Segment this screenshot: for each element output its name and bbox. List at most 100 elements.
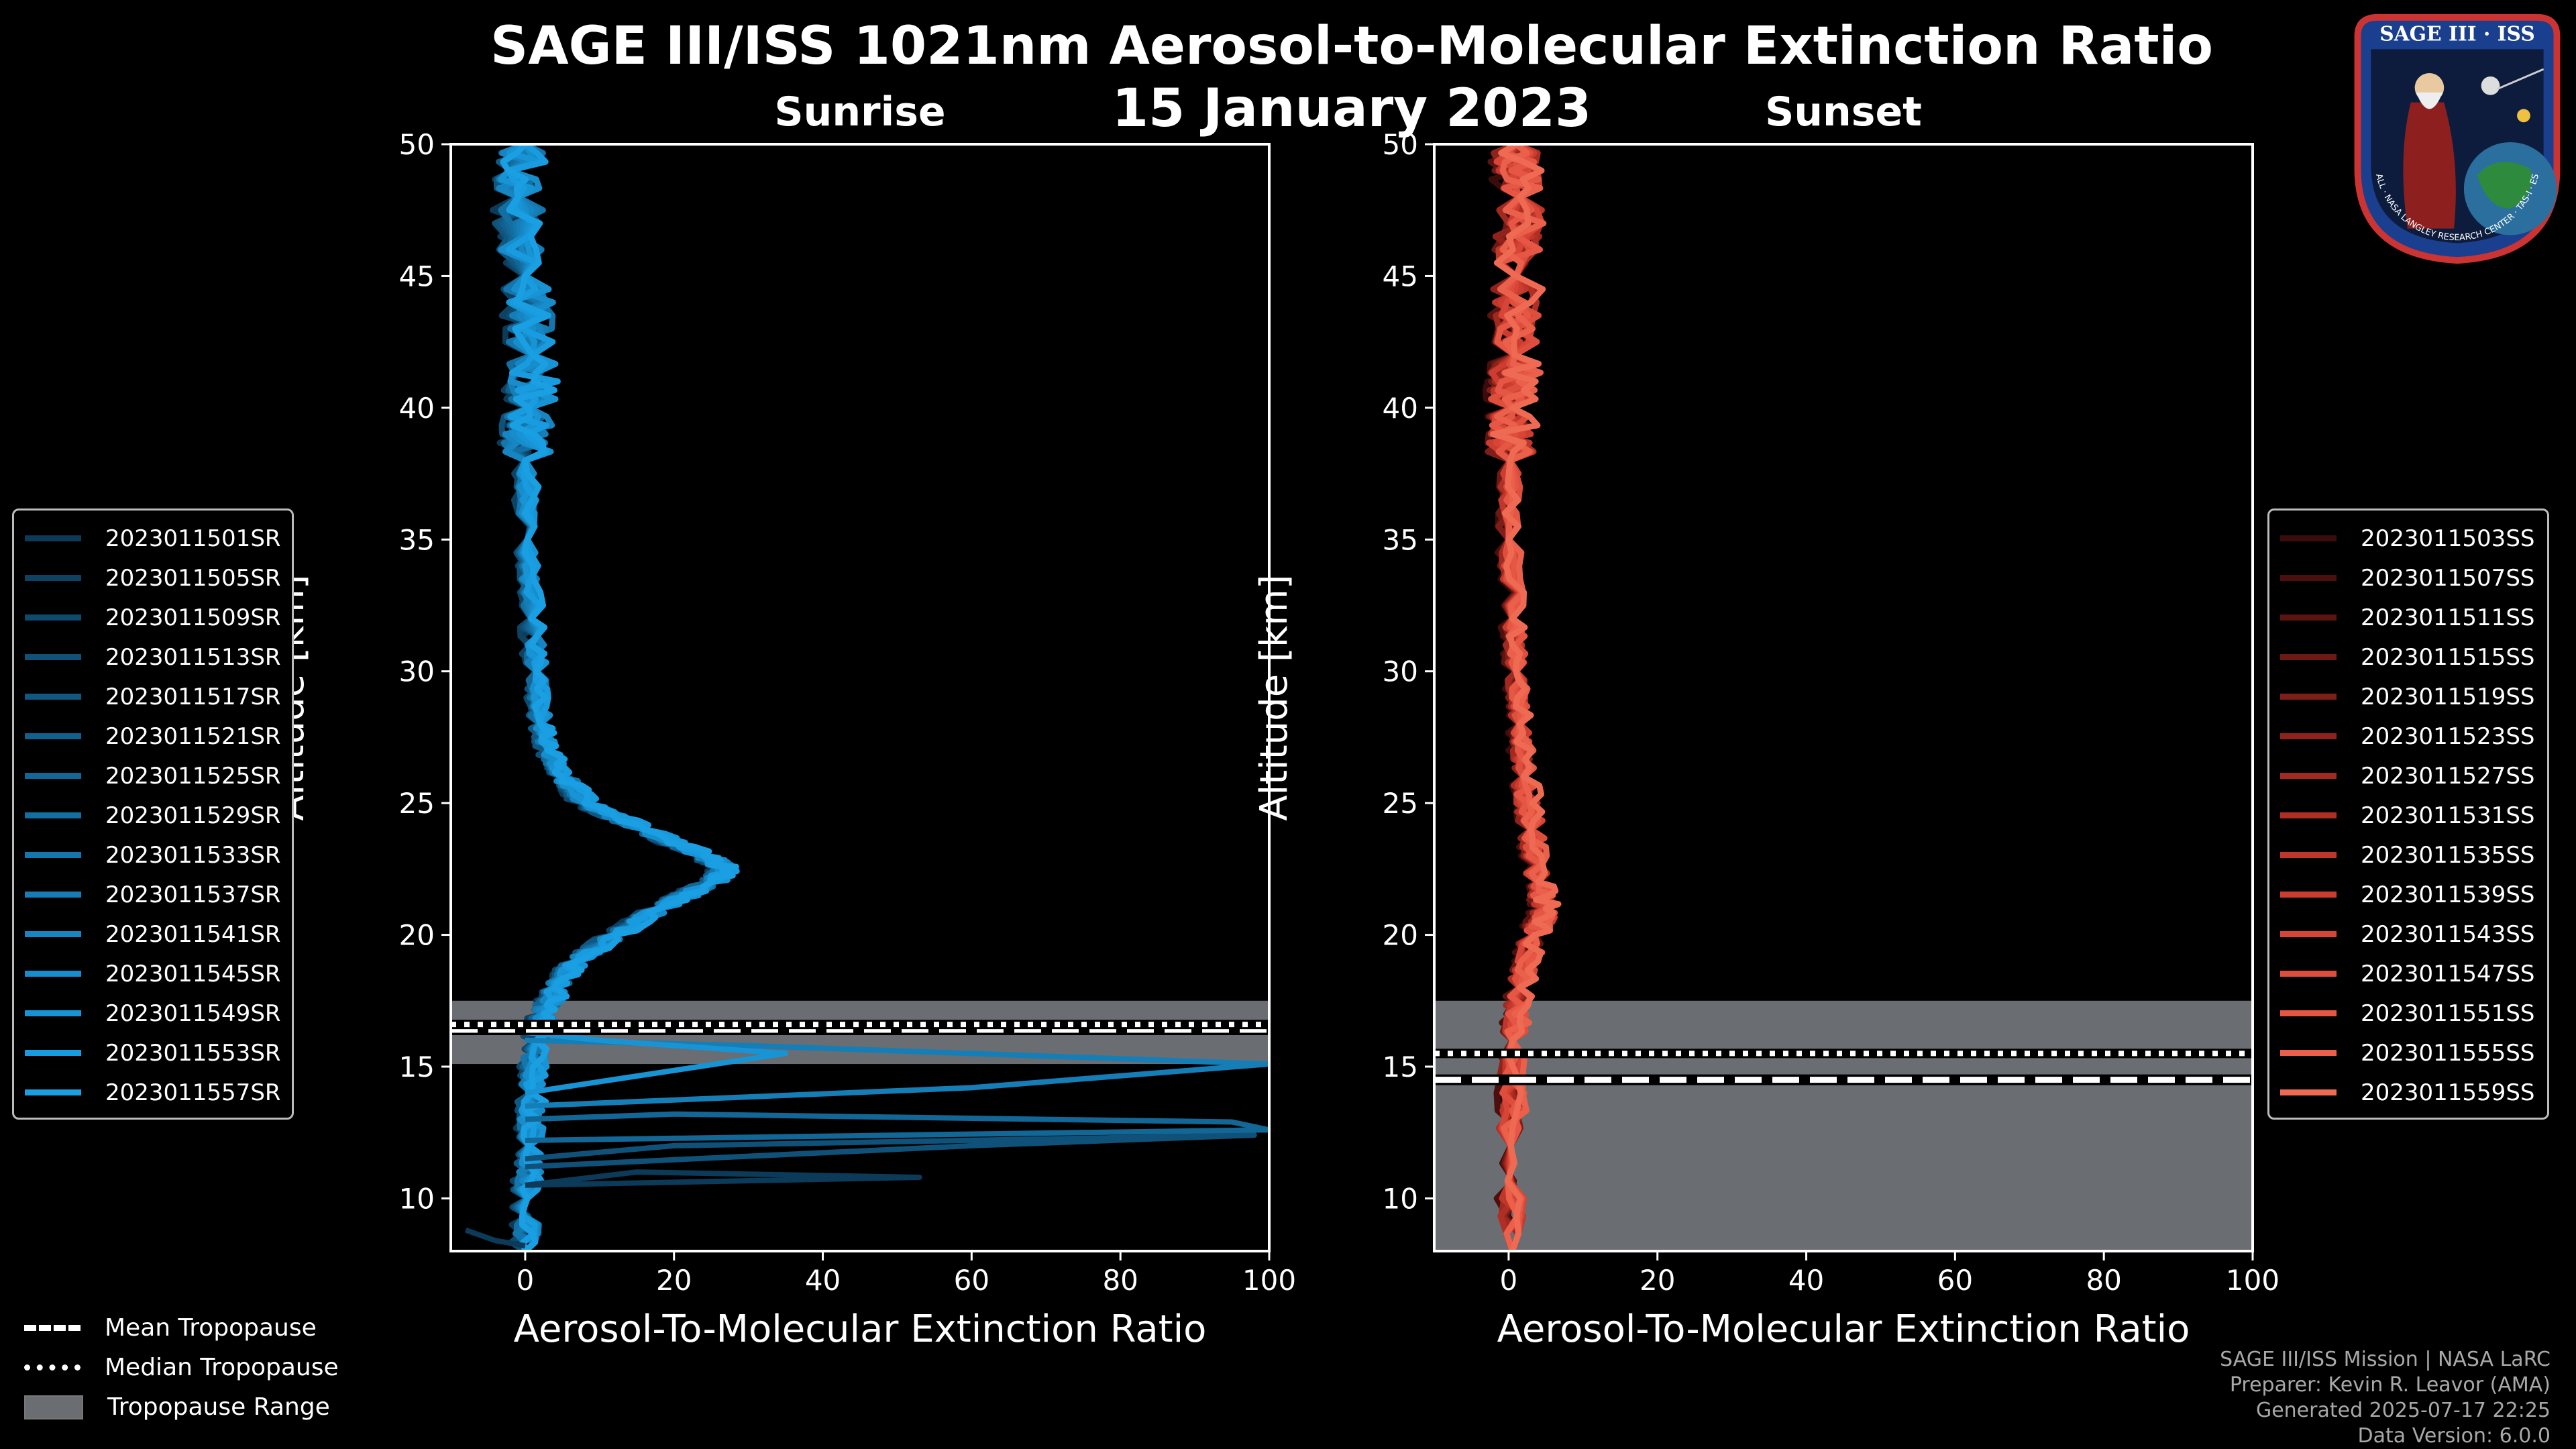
x-tick-label: 60 xyxy=(954,1264,989,1297)
legend-label: 2023011543SS xyxy=(2361,920,2535,948)
legend-label: 2023011539SS xyxy=(2361,881,2535,908)
y-tick-label: 45 xyxy=(1383,260,1418,292)
legend-label: 2023011527SS xyxy=(2361,762,2535,790)
legend-label: 2023011535SS xyxy=(2361,841,2535,869)
legend-label: 2023011551SS xyxy=(2361,1000,2535,1027)
x-tick-label: 60 xyxy=(1937,1264,1973,1297)
plot-frame xyxy=(1433,143,2254,1252)
legend-swatch xyxy=(2280,1050,2337,1056)
legend-label: 2023011511SS xyxy=(2361,604,2535,631)
legend-label: 2023011515SS xyxy=(2361,643,2535,671)
plot-background xyxy=(451,144,1269,1251)
legend-label: 2023011505SR xyxy=(105,564,281,592)
gray-box-swatch xyxy=(24,1395,83,1419)
y-tick-label: 50 xyxy=(399,128,435,161)
x-axis-label: Aerosol-To-Molecular Extinction Ratio xyxy=(514,1307,1207,1351)
plot-body xyxy=(451,144,1269,1251)
legend-label: 2023011557SR xyxy=(105,1079,281,1106)
x-tick-label: 20 xyxy=(1640,1264,1675,1297)
series-spike-4 xyxy=(525,1029,789,1096)
legend-entry: 2023011523SS xyxy=(2280,716,2536,756)
legend-entry: 2023011513SR xyxy=(25,637,281,677)
legend-entry: 2023011505SR xyxy=(25,558,281,598)
legend-entry: 2023011509SR xyxy=(25,598,281,637)
series-spike-0 xyxy=(525,1169,922,1188)
legend-swatch xyxy=(25,971,81,977)
y-tick-label: 50 xyxy=(1383,128,1418,161)
legend-label: 2023011549SR xyxy=(105,1000,281,1027)
sunrise-plot: 0 20 40 60 80 100 10 15 20 25 30 35 40 45 50 Aerosol-To… xyxy=(269,89,1296,1351)
y-tick-label: 25 xyxy=(1383,787,1418,820)
y-tick-label: 25 xyxy=(399,787,435,820)
legend-swatch xyxy=(25,892,81,898)
footer-credits: SAGE III/ISS Mission | NASA LaRC Prepare… xyxy=(2220,1347,2551,1449)
x-tick-label: 80 xyxy=(1102,1264,1138,1297)
legend-swatch xyxy=(25,535,81,541)
legend-label: 2023011559SS xyxy=(2361,1079,2535,1106)
sage-mission-logo: SAGE III · ISS BALL · NASA LANGLEY RESEA… xyxy=(2344,9,2561,264)
y-tick-label: 10 xyxy=(399,1182,435,1215)
y-tick-label: 45 xyxy=(399,260,435,292)
footer-generated: Generated 2025-07-17 22:25 xyxy=(2255,1399,2551,1422)
series-spike-2 xyxy=(525,1111,1269,1143)
legend-tropopause-range: Tropopause Range xyxy=(24,1387,339,1427)
legend-entry: 2023011541SR xyxy=(25,914,281,954)
legend-swatch xyxy=(2280,773,2337,779)
dotted-line-swatch xyxy=(24,1364,80,1371)
legend-swatch xyxy=(2280,733,2337,739)
legend-entry: 2023011511SS xyxy=(2280,598,2536,637)
x-axis-label: Aerosol-To-Molecular Extinction Ratio xyxy=(1497,1307,2190,1351)
legend-entry: 2023011535SS xyxy=(2280,835,2536,875)
legend-swatch xyxy=(25,931,81,937)
legend-entry: 2023011517SR xyxy=(25,677,281,716)
legend-label: 2023011531SS xyxy=(2361,802,2535,829)
legend-entry: 2023011549SR xyxy=(25,994,281,1033)
tropopause-range-band xyxy=(1434,1000,2253,1251)
y-axis-label: Altitude [km] xyxy=(1252,574,1296,820)
y-tick-label: 10 xyxy=(1383,1182,1418,1215)
legend-entry: 2023011507SS xyxy=(2280,558,2536,598)
footer-mission: SAGE III/ISS Mission | NASA LaRC xyxy=(2220,1348,2551,1371)
legend-swatch xyxy=(25,852,81,858)
x-tick-label: 40 xyxy=(805,1264,841,1297)
legend-entry: 2023011547SS xyxy=(2280,954,2536,994)
legend-entry: 2023011501SR xyxy=(25,519,281,558)
tropopause-legend: Mean Tropopause Median Tropopause Tropop… xyxy=(24,1308,339,1427)
x-tick-label: 40 xyxy=(1788,1264,1824,1297)
legend-entry: 2023011543SS xyxy=(2280,914,2536,954)
y-tick-label: 40 xyxy=(399,392,435,425)
series-spike-1 xyxy=(525,1132,1257,1170)
legend-label: 2023011537SR xyxy=(105,881,281,908)
legend-label: 2023011517SR xyxy=(105,683,281,710)
x-tick-label: 0 xyxy=(517,1264,535,1297)
x-tick-label: 100 xyxy=(2226,1264,2279,1297)
legend-entry: 2023011525SR xyxy=(25,756,281,796)
x-tick-label: 0 xyxy=(1500,1264,1518,1297)
sunset-plot: 0 20 40 60 80 100 10 15 20 25 30 35 40 45 50 Aerosol-To… xyxy=(1252,89,2279,1351)
legend-label: 2023011553SR xyxy=(105,1039,281,1067)
legend-label: 2023011513SR xyxy=(105,643,281,671)
legend-entry: 2023011533SR xyxy=(25,835,281,875)
legend-entry: 2023011539SS xyxy=(2280,875,2536,914)
sunrise-legend: 2023011501SR 2023011505SR 2023011509SR 2023… xyxy=(12,508,294,1120)
y-tick-label: 30 xyxy=(1383,655,1418,688)
y-tick-label: 40 xyxy=(1383,392,1418,425)
legend-swatch xyxy=(2280,852,2337,858)
legend-label: 2023011521SR xyxy=(105,722,281,750)
legend-swatch xyxy=(2280,694,2337,700)
y-tick-label: 15 xyxy=(399,1051,435,1083)
legend-entry: 2023011553SR xyxy=(25,1033,281,1073)
legend-swatch xyxy=(2280,1010,2337,1016)
logo-title: SAGE III · ISS xyxy=(2379,23,2535,46)
sunset-legend: 2023011503SS 2023011507SS 2023011511SS 2023… xyxy=(2267,508,2549,1120)
y-tick-label: 35 xyxy=(1383,523,1418,556)
y-tick-label: 35 xyxy=(399,523,435,556)
legend-label: 2023011507SS xyxy=(2361,564,2535,592)
legend-entry: 2023011503SS xyxy=(2280,519,2536,558)
legend-swatch xyxy=(2280,892,2337,898)
tropopause-range-label: Tropopause Range xyxy=(107,1393,330,1421)
x-tick-label: 100 xyxy=(1242,1264,1296,1297)
legend-label: 2023011529SR xyxy=(105,802,281,829)
legend-entry: 2023011527SS xyxy=(2280,756,2536,796)
legend-entry: 2023011555SS xyxy=(2280,1033,2536,1073)
